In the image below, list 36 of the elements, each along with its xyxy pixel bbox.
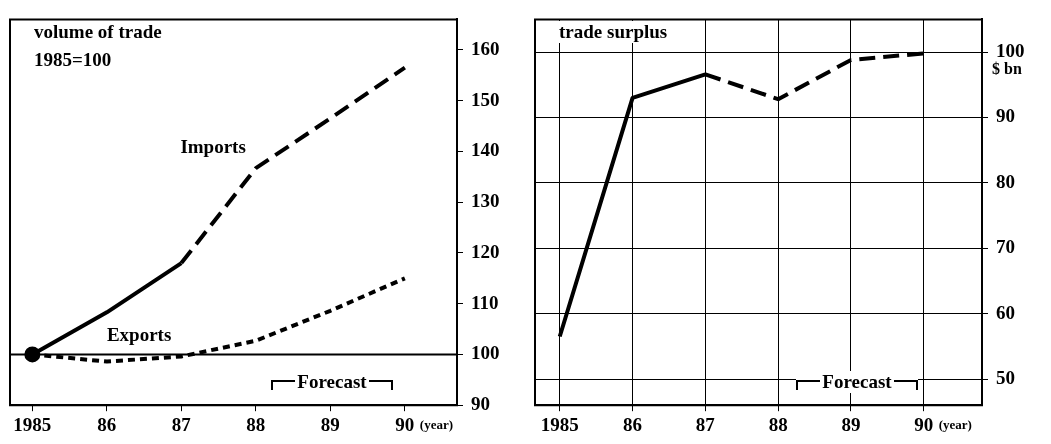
x-tick-label: 86 (97, 413, 117, 435)
series-label: Exports (106, 324, 172, 346)
y-tick-label: 60 (996, 301, 1015, 323)
y-tick-label: 50 (996, 366, 1015, 388)
annotation: Forecast (821, 371, 893, 394)
x-tick-label: 88 (246, 413, 266, 435)
y-axis-title: $ bn (990, 60, 1024, 79)
y-tick-label: 90 (471, 393, 490, 415)
x-tick-label: 87 (171, 413, 192, 435)
x-tick-label: 88 (768, 413, 788, 435)
y-tick-label: 90 (996, 105, 1015, 127)
annotation: Forecast (296, 371, 368, 394)
x-tick-label: 90 (395, 413, 415, 435)
x-axis-title: (year) (936, 417, 974, 434)
y-tick-label: 160 (471, 37, 500, 59)
x-tick-label: 89 (320, 413, 340, 435)
y-tick-label: 100 (996, 40, 1025, 61)
y-tick-label: 130 (471, 190, 500, 212)
x-tick-label: 89 (841, 413, 861, 435)
y-tick-label: 150 (471, 88, 500, 110)
x-tick-label: 90 (914, 413, 934, 435)
x-tick-label: 1985 (13, 413, 52, 435)
y-tick-label: 120 (471, 240, 500, 262)
y-tick-label: 100 (471, 342, 500, 364)
x-tick-label: 1985 (540, 413, 579, 435)
x-axis-title: (year) (417, 417, 456, 434)
x-tick-label: 86 (623, 413, 643, 435)
y-tick-label: 70 (996, 236, 1015, 258)
y-tick-label: 140 (471, 139, 500, 161)
text: 1985=100 (32, 49, 114, 72)
x-tick-label: 87 (695, 413, 716, 435)
chart-title: volume of trade (32, 21, 164, 44)
y-tick-label: 110 (471, 291, 499, 313)
y-tick-label: 80 (996, 170, 1015, 192)
series-label: Imports (180, 136, 246, 158)
chart-title: trade surplus (557, 21, 670, 44)
